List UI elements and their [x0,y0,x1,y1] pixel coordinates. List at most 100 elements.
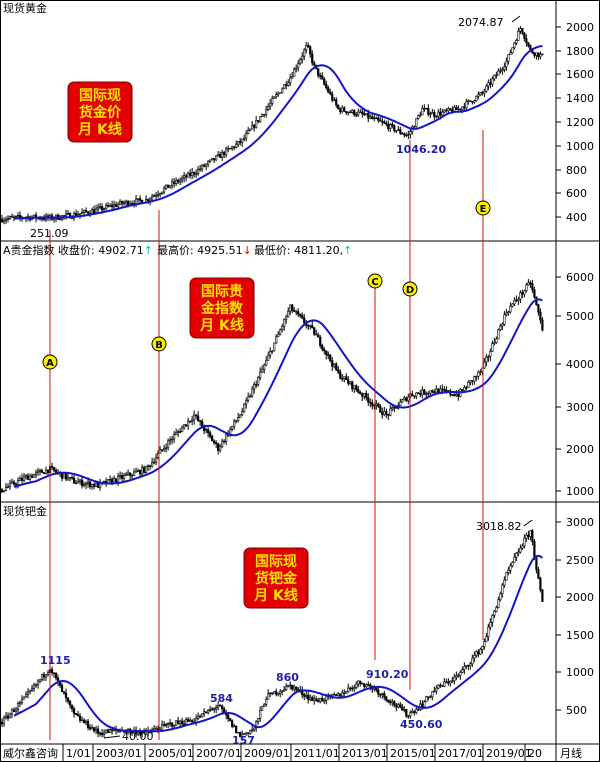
现货黄金-moving-average [13,45,543,220]
candle-body [6,486,10,488]
candle-body [195,414,198,417]
candle-body [427,108,430,115]
candle-body [189,420,192,423]
candle-body [513,299,516,305]
candle-body [141,731,144,735]
candle-body [267,355,270,361]
candle-body [475,375,478,378]
candle-body [219,705,222,707]
candle-body [485,636,488,642]
candle-body [84,210,88,213]
candle-body [361,393,364,397]
candle-body [541,589,544,602]
candle-body [24,475,28,478]
candle-body [341,378,344,380]
candle-body [136,732,140,735]
candle-body [40,218,44,220]
candle-body [367,397,370,403]
candle-body [413,126,416,128]
candle-body [62,691,66,694]
candle-body [359,680,362,684]
candle-body [507,311,510,314]
pd-high-pointer [523,519,533,527]
candle-body [503,66,506,70]
candle-body [128,472,132,476]
candle-body [293,68,296,77]
candle-body [243,733,246,735]
candle-body [112,204,116,208]
marker-e-label: E [480,204,487,215]
candle-body [281,326,284,331]
axis-tick-label: 5000 [566,310,594,323]
candle-body [277,92,280,95]
candle-body [4,715,8,718]
index-badge-line1: 国际贵 [201,283,243,300]
candle-body [447,681,450,684]
candle-body [231,146,234,149]
candle-body [491,78,494,85]
candle-body [375,117,378,120]
candle-body [539,54,542,58]
candle-body [321,345,324,350]
candle-body [251,124,254,130]
candle-body [24,694,28,698]
candle-body [191,172,194,176]
candle-body [96,482,100,488]
candle-body [42,472,46,474]
candle-body [337,104,340,110]
candle-body [141,467,144,475]
candle-body [72,477,76,484]
candle-body [529,282,532,285]
candle-body [136,470,140,472]
candle-body [197,415,200,421]
candle-body [517,551,520,554]
candle-body [82,210,86,213]
candle-body [295,67,298,70]
candle-body [527,282,530,286]
candle-body [0,721,4,725]
candle-body [177,431,180,433]
candle-body [46,672,50,675]
candle-body [215,155,218,161]
gold-high-pointer [511,15,521,23]
candle-body [503,314,506,325]
marker-c: C [367,273,383,289]
candle-body [157,194,160,196]
candle-body [36,470,40,473]
candle-body [499,325,502,331]
candle-body [88,727,92,730]
candle-body [369,684,372,687]
candle-body [425,107,428,110]
candle-body [497,70,500,76]
candle-body [20,478,24,481]
candle-body [521,545,524,549]
candle-body [179,179,182,183]
candle-body [2,490,6,493]
candle-body [32,474,36,478]
candle-body [391,406,394,410]
candle-body [359,392,362,395]
candle-body [441,685,444,687]
candle-body [134,471,138,473]
index-badge-line3: 月 K线 [199,317,244,334]
candle-body [345,376,348,381]
candle-body [381,120,384,123]
candle-body [483,641,486,647]
candle-body [219,153,222,158]
candle-body [381,412,384,416]
candle-body [353,385,356,390]
candle-body [64,473,68,480]
candle-body [211,436,214,442]
candle-body [437,684,440,689]
candle-body [161,449,164,451]
candle-body [335,99,338,106]
axis-tick-label: 6000 [566,271,594,284]
candle-body [185,175,188,178]
candle-body [529,530,532,537]
candle-body [489,622,492,628]
candle-body [325,83,328,89]
candle-body [393,701,396,706]
candle-body [96,207,100,210]
candle-body [317,68,320,76]
candle-body [98,732,102,735]
